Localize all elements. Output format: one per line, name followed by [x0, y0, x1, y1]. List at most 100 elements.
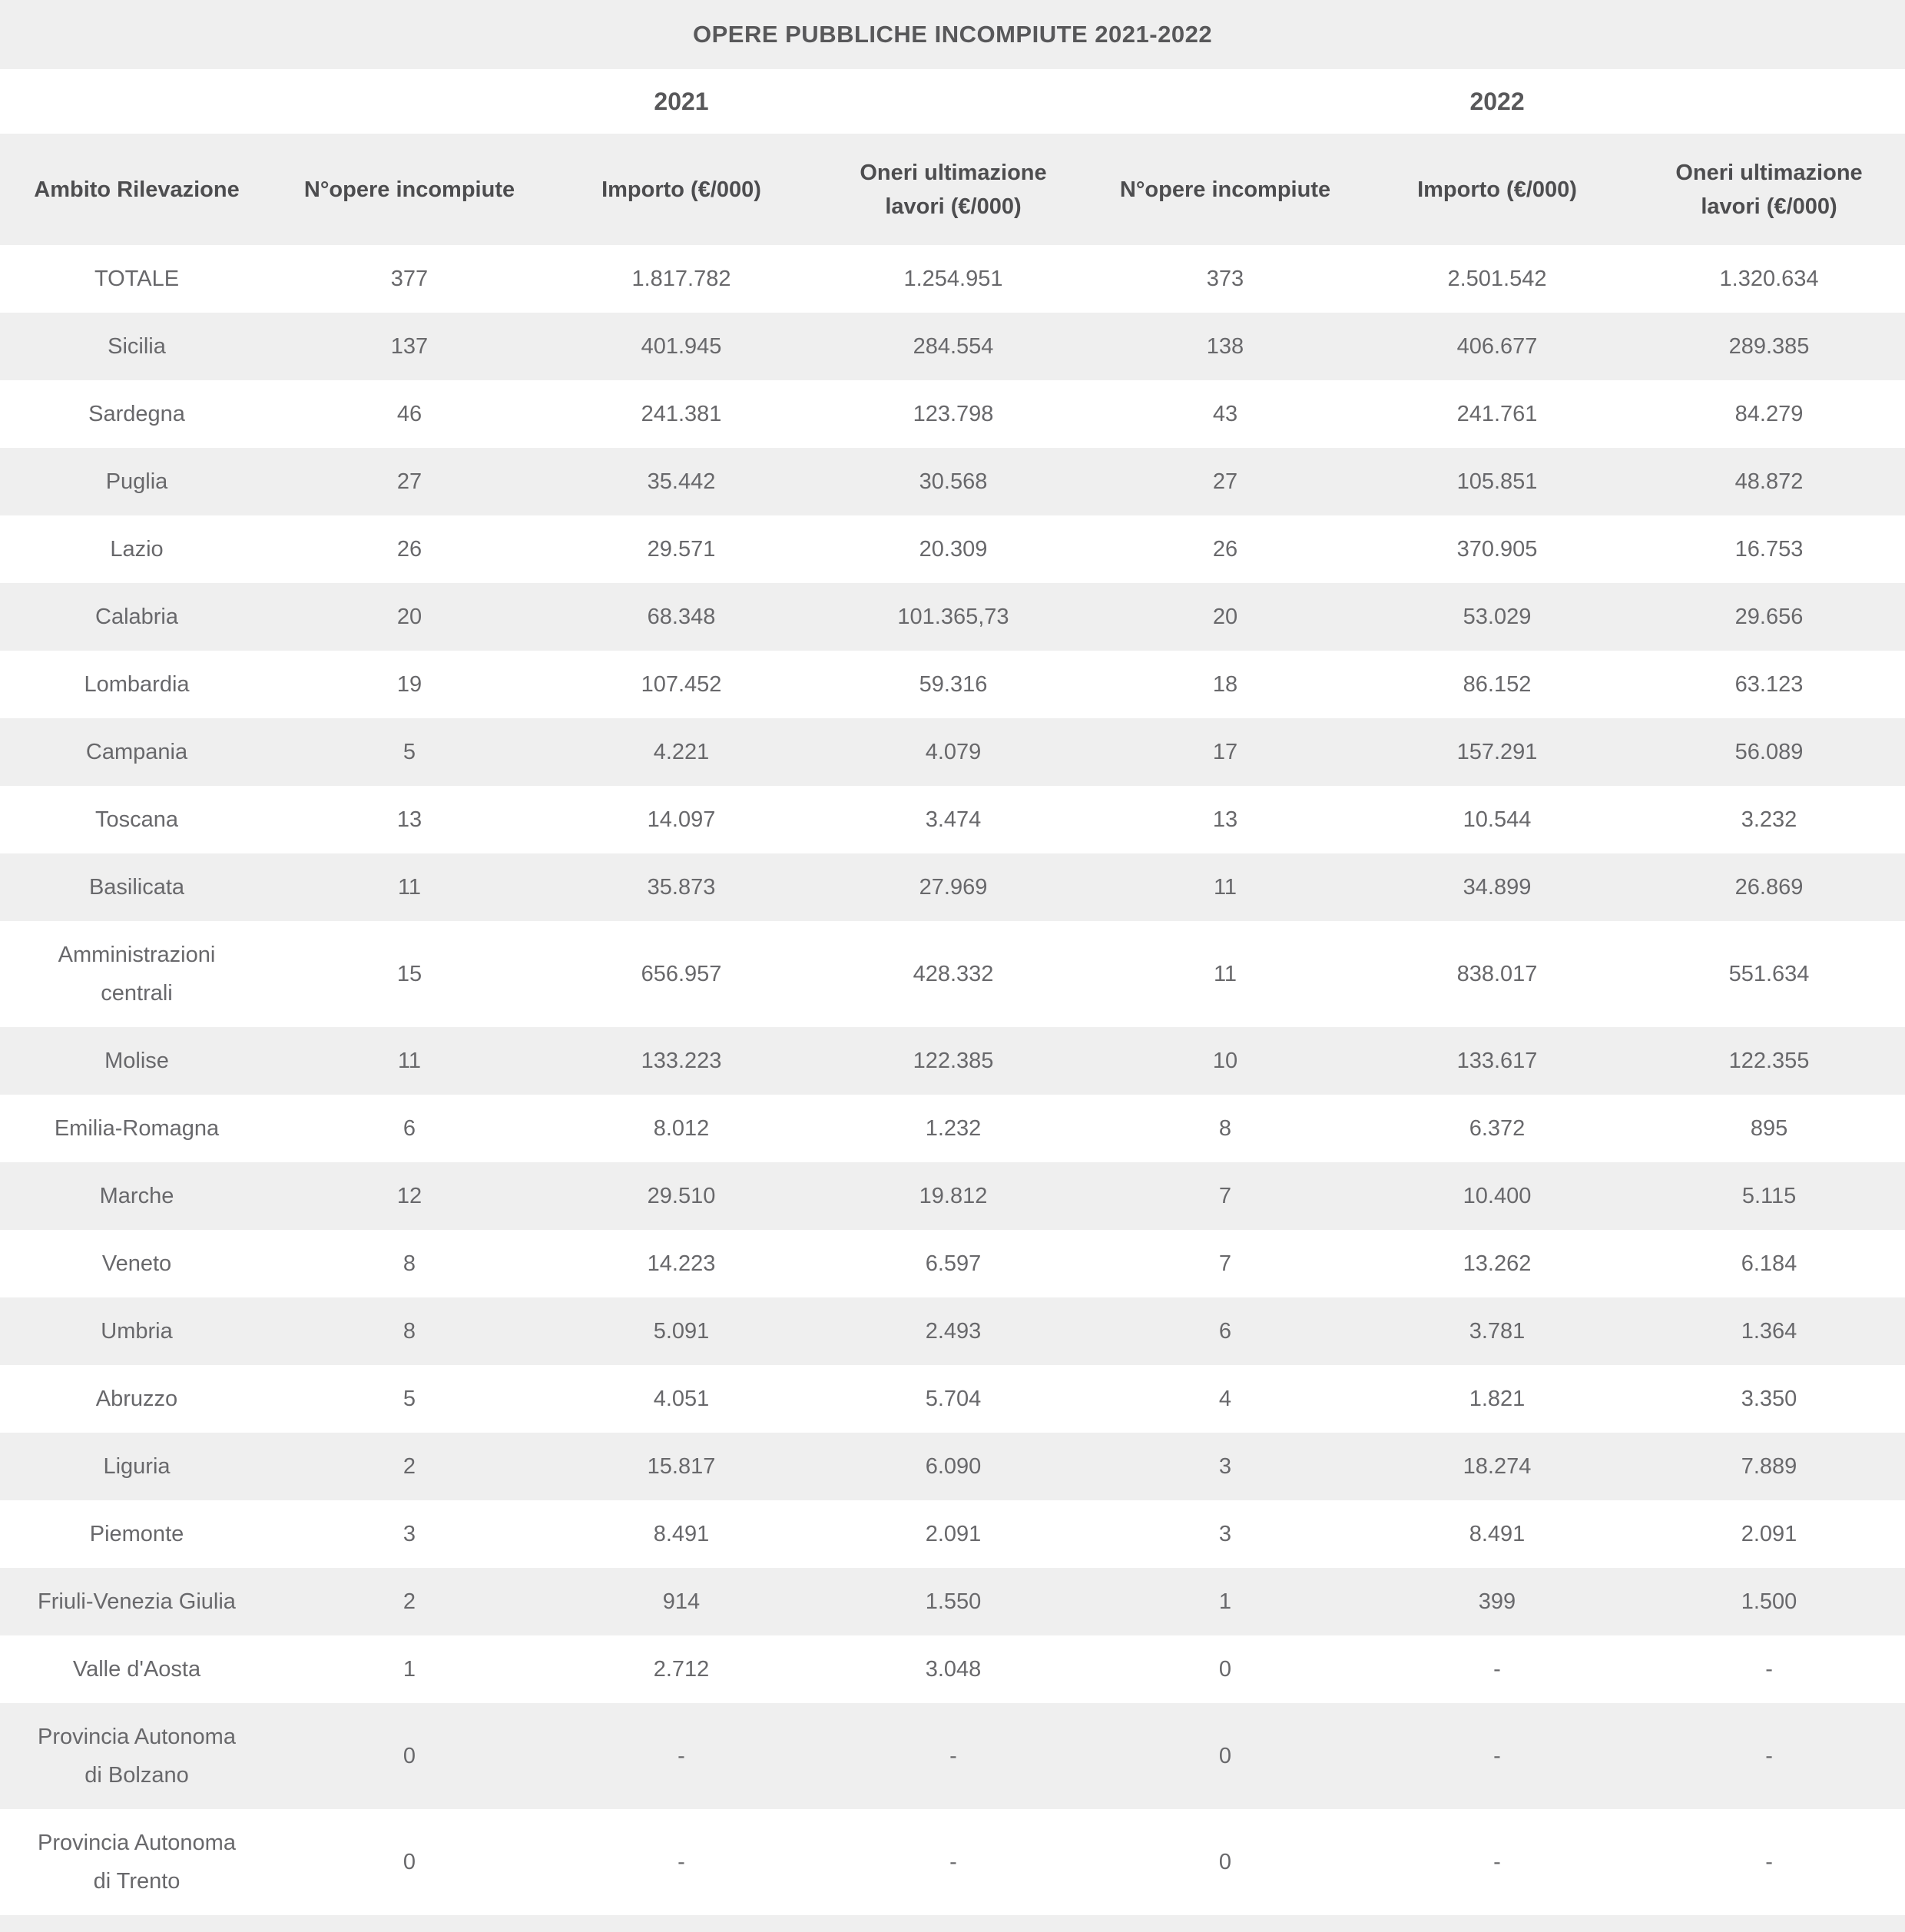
cell-value: 2.493 — [817, 1297, 1089, 1365]
row-label: Toscana — [0, 786, 273, 853]
cell-value: 101.365,73 — [817, 583, 1089, 651]
cell-value: 2.091 — [1633, 1500, 1905, 1568]
column-header-ambito: Ambito Rilevazione — [0, 134, 273, 245]
cell-value: 1.320.634 — [1633, 245, 1905, 313]
cell-value: 27 — [273, 448, 545, 515]
cell-value: 6.597 — [817, 1230, 1089, 1297]
row-label: TOTALE — [0, 245, 273, 313]
cell-value: 13.262 — [1361, 1230, 1633, 1297]
table-footer-bar — [0, 1915, 1905, 1932]
cell-value: 8.012 — [545, 1095, 817, 1162]
cell-value: 48.872 — [1633, 448, 1905, 515]
row-label: Provincia Autonoma di Trento — [0, 1809, 273, 1915]
cell-value: 2.501.542 — [1361, 245, 1633, 313]
cell-value: 3.232 — [1633, 786, 1905, 853]
cell-value: - — [545, 1809, 817, 1915]
cell-value: 4 — [1089, 1365, 1361, 1433]
cell-value: 20 — [273, 583, 545, 651]
column-header-row: Ambito Rilevazione N°opere incompiute Im… — [0, 134, 1905, 245]
table-row: Abruzzo 5 4.051 5.704 4 1.821 3.350 — [0, 1365, 1905, 1433]
cell-value: 123.798 — [817, 380, 1089, 448]
cell-value: 19 — [273, 651, 545, 718]
cell-value: 8 — [273, 1230, 545, 1297]
table-row: Amministrazioni centrali 15 656.957 428.332… — [0, 921, 1905, 1027]
row-label: Marche — [0, 1162, 273, 1230]
cell-value: 68.348 — [545, 583, 817, 651]
cell-value: 107.452 — [545, 651, 817, 718]
cell-value: - — [1361, 1635, 1633, 1703]
table-row: Umbria 8 5.091 2.493 6 3.781 1.364 — [0, 1297, 1905, 1365]
table-row: Sardegna 46 241.381 123.798 43 241.761 84.279 — [0, 380, 1905, 448]
cell-value: 63.123 — [1633, 651, 1905, 718]
table-row: Puglia 27 35.442 30.568 27 105.851 48.872 — [0, 448, 1905, 515]
cell-value: 241.381 — [545, 380, 817, 448]
column-header-importo-2022: Importo (€/000) — [1361, 134, 1633, 245]
cell-value: 18.274 — [1361, 1433, 1633, 1500]
cell-value: 86.152 — [1361, 651, 1633, 718]
cell-value: 6 — [1089, 1297, 1361, 1365]
cell-value: 138 — [1089, 313, 1361, 380]
table-row: Liguria 2 15.817 6.090 3 18.274 7.889 — [0, 1433, 1905, 1500]
table-row: TOTALE 377 1.817.782 1.254.951 373 2.501.542 1… — [0, 245, 1905, 313]
row-label: Lazio — [0, 515, 273, 583]
cell-value: 6.372 — [1361, 1095, 1633, 1162]
cell-value: 5.704 — [817, 1365, 1089, 1433]
cell-value: 14.223 — [545, 1230, 817, 1297]
row-label: Liguria — [0, 1433, 273, 1500]
cell-value: 373 — [1089, 245, 1361, 313]
cell-value: 0 — [1089, 1635, 1361, 1703]
column-header-oneri-2022: Oneri ultimazione lavori (€/000) — [1633, 134, 1905, 245]
cell-value: 895 — [1633, 1095, 1905, 1162]
cell-value: 1.550 — [817, 1568, 1089, 1635]
cell-value: 4.079 — [817, 718, 1089, 786]
cell-value: - — [1633, 1809, 1905, 1915]
cell-value: 137 — [273, 313, 545, 380]
cell-value: 157.291 — [1361, 718, 1633, 786]
cell-value: 3.781 — [1361, 1297, 1633, 1365]
table-row: Calabria 20 68.348 101.365,73 20 53.029 29.656 — [0, 583, 1905, 651]
table-row: Provincia Autonoma di Trento 0- -0- - — [0, 1809, 1905, 1915]
cell-value: 914 — [545, 1568, 817, 1635]
cell-value: 8.491 — [545, 1500, 817, 1568]
cell-value: 8 — [1089, 1095, 1361, 1162]
cell-value: 0 — [273, 1809, 545, 1915]
cell-value: 105.851 — [1361, 448, 1633, 515]
cell-value: 6 — [273, 1095, 545, 1162]
cell-value: 27 — [1089, 448, 1361, 515]
cell-value: 3 — [273, 1500, 545, 1568]
cell-value: 27.969 — [817, 853, 1089, 921]
cell-value: 122.385 — [817, 1027, 1089, 1095]
year-spacer-cell — [0, 69, 273, 134]
cell-value: 59.316 — [817, 651, 1089, 718]
cell-value: 15.817 — [545, 1433, 817, 1500]
cell-value: 133.223 — [545, 1027, 817, 1095]
cell-value: 0 — [273, 1703, 545, 1809]
column-header-nopere-2021: N°opere incompiute — [273, 134, 545, 245]
cell-value: 1 — [273, 1635, 545, 1703]
cell-value: - — [817, 1703, 1089, 1809]
cell-value: 5 — [273, 1365, 545, 1433]
cell-value: 29.571 — [545, 515, 817, 583]
cell-value: 289.385 — [1633, 313, 1905, 380]
cell-value: 370.905 — [1361, 515, 1633, 583]
table-row: Emilia-Romagna 6 8.012 1.232 8 6.372 895 — [0, 1095, 1905, 1162]
cell-value: 11 — [1089, 921, 1361, 1027]
cell-value: 5.115 — [1633, 1162, 1905, 1230]
column-header-nopere-2022: N°opere incompiute — [1089, 134, 1361, 245]
cell-value: 1 — [1089, 1568, 1361, 1635]
year-header-2021: 2021 — [273, 69, 1089, 134]
cell-value: 84.279 — [1633, 380, 1905, 448]
cell-value: 5 — [273, 718, 545, 786]
cell-value: 4.051 — [545, 1365, 817, 1433]
cell-value: 35.442 — [545, 448, 817, 515]
table-row: Lombardia 19 107.452 59.316 18 86.152 63.123 — [0, 651, 1905, 718]
cell-value: 10.544 — [1361, 786, 1633, 853]
table-row: Molise 11 133.223 122.385 10 133.617 122.355 — [0, 1027, 1905, 1095]
cell-value: 46 — [273, 380, 545, 448]
cell-value: - — [817, 1809, 1089, 1915]
cell-value: 3.048 — [817, 1635, 1089, 1703]
cell-value: 11 — [273, 1027, 545, 1095]
cell-value: 20.309 — [817, 515, 1089, 583]
cell-value: 10.400 — [1361, 1162, 1633, 1230]
